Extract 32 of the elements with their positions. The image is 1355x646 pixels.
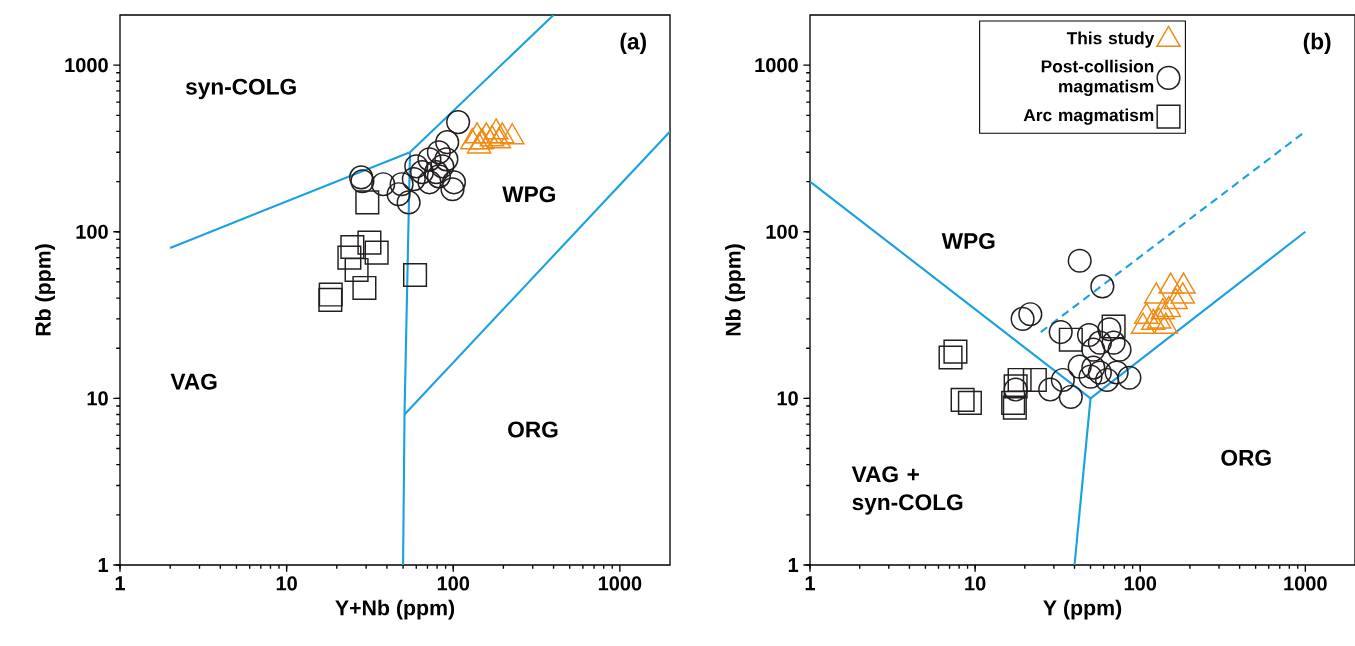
annotation: syn-COLG [185, 78, 296, 100]
annotation: VAG + syn-COLG [851, 466, 963, 515]
annotation: ORG [508, 421, 558, 438]
y-tick-label: 1000 [755, 58, 798, 73]
x-tick-label: 10 [965, 576, 986, 591]
x-tick-label: 1000 [1284, 576, 1327, 591]
x-tick-label: 100 [1124, 576, 1157, 591]
y-axis-title: Nb (ppm) [725, 244, 745, 336]
y-axis-title: Rb (ppm) [35, 244, 55, 336]
y-tick-label: 10 [87, 391, 108, 406]
annotation: (b) [1303, 32, 1331, 54]
annotation: (a) [620, 32, 646, 54]
annotation: WPG [502, 186, 555, 203]
y-tick-label: 1 [788, 558, 799, 572]
legend-label: Arc magmatism [1023, 108, 1154, 125]
x-tick-label: 1 [805, 576, 816, 591]
x-tick-label: 100 [437, 576, 470, 591]
x-axis-title: Y (ppm) [1043, 599, 1122, 620]
legend-label: Post-collision magmatism [1041, 59, 1154, 97]
y-tick-label: 100 [76, 224, 108, 239]
x-tick-label: 10 [276, 576, 297, 591]
annotation: ORG [1221, 449, 1271, 466]
y-tick-label: 10 [777, 391, 798, 406]
annotation: VAG [170, 373, 217, 390]
legend-label: This study [1066, 31, 1155, 48]
y-tick-label: 100 [766, 224, 798, 239]
y-tick-label: 1 [98, 558, 109, 572]
x-tick-label: 1000 [598, 576, 642, 591]
x-axis-title: Y+Nb (ppm) [335, 599, 455, 620]
x-tick-label: 1 [115, 576, 125, 591]
annotation: WPG [941, 232, 995, 250]
y-tick-label: 1000 [65, 58, 108, 73]
